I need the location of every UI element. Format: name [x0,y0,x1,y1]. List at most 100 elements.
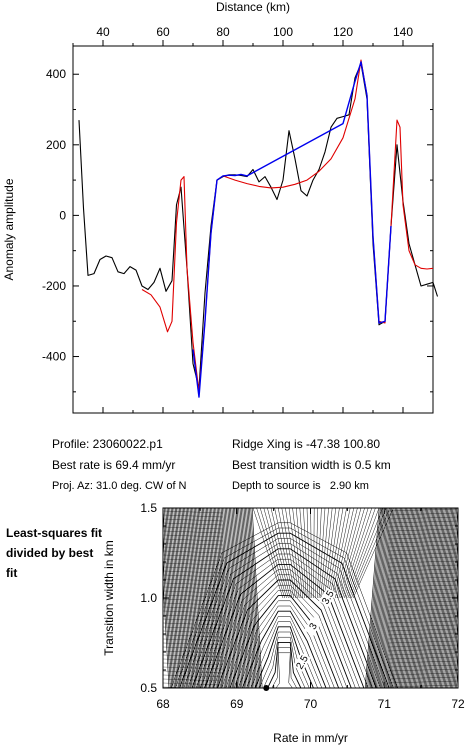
contour-line [191,508,202,688]
contour-line [432,508,447,688]
contour-line [200,558,369,688]
contour-line [387,564,458,568]
contour-line [387,552,458,556]
contour-line [163,522,224,526]
contour-line [315,508,319,599]
contour-line [393,508,409,688]
contour-line [340,508,369,599]
contour-line [387,536,458,540]
series-group [78,59,439,398]
contour-line [274,508,295,599]
contour-line [387,632,458,636]
contour-line [427,508,442,688]
contour-line [285,508,300,599]
contour-line [242,508,253,688]
contour-line [193,508,205,688]
y-tick-label: -400 [42,350,66,364]
contour-line [238,508,249,688]
contour-line [387,528,458,532]
contour-lines [163,508,467,688]
x-tick-label: 120 [333,25,353,39]
contour-line [163,662,224,666]
contour-line [373,508,389,688]
contour-line [452,615,458,688]
contour-line [387,560,458,564]
contour-line [242,610,327,688]
contour-line [219,508,231,688]
contour-line [163,658,224,662]
contour-line [394,508,410,688]
contour-line [163,606,224,610]
contour-line [163,518,224,522]
contour-line [457,680,458,688]
contour-line [163,622,224,626]
contour-line [230,508,241,688]
contour-line [163,538,224,542]
contour-line [163,618,224,622]
contour-line [163,650,224,654]
contour-line [163,566,224,570]
contour-line [387,548,458,552]
y-tick-label: 1.5 [140,501,157,515]
contour-line [336,508,362,599]
contour-label: 3 [304,616,322,636]
contour-line [459,508,467,688]
contour-line [387,540,458,544]
contour-line [275,652,293,688]
contour-line [210,508,221,688]
contour-line [163,514,224,518]
contour-line [387,556,458,560]
contour-line [387,640,458,644]
y-tick-label: 1.0 [140,591,157,605]
contour-line [295,508,305,599]
contour-line [163,666,224,670]
contour-line [263,508,289,599]
x-tick-label: 69 [230,697,244,711]
contour-line [249,508,260,688]
contour-line [241,508,252,688]
contour-line [211,508,222,688]
contour-line [342,508,373,599]
contour-line [170,508,182,688]
contour-line [299,508,307,599]
contour-line [281,508,298,599]
contour-line [384,508,400,688]
contour-line [387,612,458,616]
contour-line [263,636,306,688]
contour-line [181,508,193,688]
anomaly-profile-chart: 40 60 80 100 120 140 -400 -200 0 200 400 Distance … [2,0,439,414]
contour-line [163,526,224,530]
contour-line [372,508,387,688]
contour-line [251,508,263,688]
contour-line [387,620,458,624]
contour-line [331,508,351,599]
contour-line [235,508,247,688]
contour-line [396,508,411,688]
contour-line [387,532,458,536]
contour-line [453,631,458,688]
contour-line [433,508,449,688]
contour-line [208,508,220,688]
azimuth-label: Proj. Az: 31.0 deg. CW of N [52,480,187,492]
contour-line [163,686,198,688]
contour-line [345,508,380,599]
contour-line [387,568,458,572]
x-axis-label: Rate in mm/yr [273,731,348,745]
contour-line [259,508,287,599]
plot-frame [72,45,434,414]
contour-line [387,580,458,584]
y-tick-label: 0.5 [140,681,157,695]
contour-line [437,508,452,688]
contour-line [399,508,415,688]
contour-line [163,670,224,674]
contour-line [377,508,392,688]
contour-line [316,508,322,599]
contour-line [387,544,458,548]
x-tick-label: 70 [304,697,318,711]
contour-line [387,624,458,628]
contour-line [351,508,391,599]
contour-line [163,614,224,618]
contour-line [163,546,224,550]
contour-line [428,508,444,688]
